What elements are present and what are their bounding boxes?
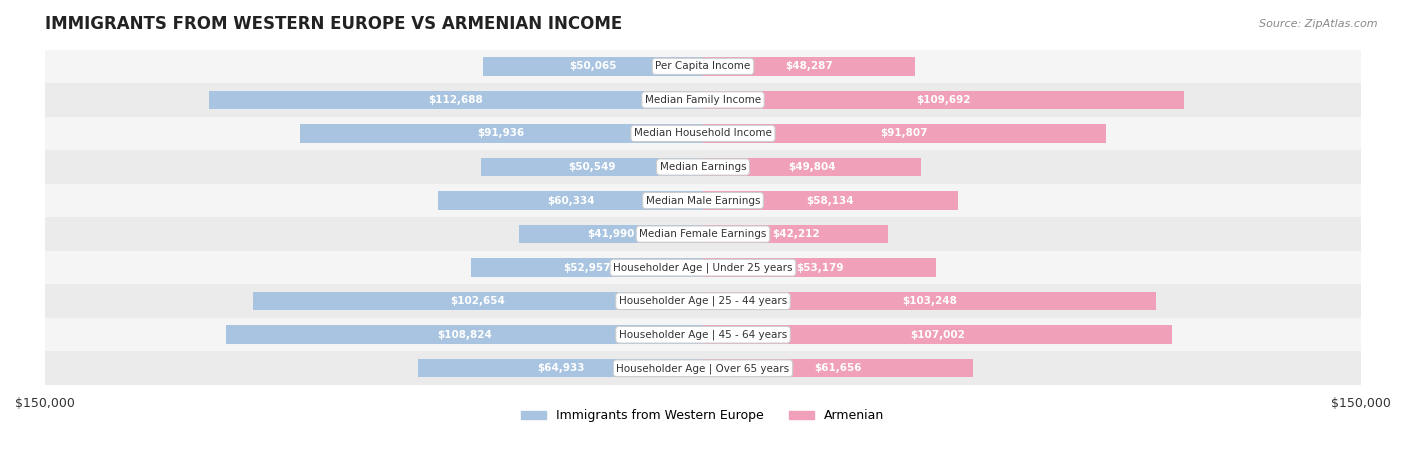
Bar: [45, 318, 1361, 352]
Bar: [703, 124, 1105, 143]
Text: Median Household Income: Median Household Income: [634, 128, 772, 138]
Text: $91,936: $91,936: [478, 128, 524, 138]
Text: Householder Age | Under 25 years: Householder Age | Under 25 years: [613, 262, 793, 273]
Text: $91,807: $91,807: [880, 128, 928, 138]
Bar: [45, 50, 1361, 83]
Text: $103,248: $103,248: [903, 296, 957, 306]
Text: Median Earnings: Median Earnings: [659, 162, 747, 172]
Bar: [45, 117, 1361, 150]
Bar: [253, 292, 703, 311]
Text: $49,804: $49,804: [789, 162, 837, 172]
Bar: [703, 57, 915, 76]
Bar: [45, 150, 1361, 184]
Bar: [703, 225, 889, 243]
Text: Householder Age | 25 - 44 years: Householder Age | 25 - 44 years: [619, 296, 787, 306]
Bar: [519, 225, 703, 243]
Bar: [418, 359, 703, 377]
Bar: [471, 258, 703, 277]
Text: $41,990: $41,990: [588, 229, 634, 239]
Text: $102,654: $102,654: [450, 296, 505, 306]
Bar: [439, 191, 703, 210]
Text: Householder Age | 45 - 64 years: Householder Age | 45 - 64 years: [619, 330, 787, 340]
Bar: [45, 284, 1361, 318]
Bar: [703, 91, 1184, 109]
Text: Median Female Earnings: Median Female Earnings: [640, 229, 766, 239]
Bar: [484, 57, 703, 76]
Bar: [45, 184, 1361, 217]
Bar: [225, 325, 703, 344]
Text: $112,688: $112,688: [429, 95, 484, 105]
Text: $53,179: $53,179: [796, 262, 844, 273]
Legend: Immigrants from Western Europe, Armenian: Immigrants from Western Europe, Armenian: [516, 404, 890, 427]
Bar: [45, 251, 1361, 284]
Text: $108,824: $108,824: [437, 330, 492, 340]
Text: Householder Age | Over 65 years: Householder Age | Over 65 years: [616, 363, 790, 374]
Text: $50,065: $50,065: [569, 61, 617, 71]
Text: Per Capita Income: Per Capita Income: [655, 61, 751, 71]
Text: $107,002: $107,002: [910, 330, 965, 340]
Bar: [703, 325, 1173, 344]
Bar: [299, 124, 703, 143]
Text: $61,656: $61,656: [814, 363, 862, 373]
Text: Median Male Earnings: Median Male Earnings: [645, 196, 761, 205]
Text: $58,134: $58,134: [807, 196, 855, 205]
Bar: [703, 359, 973, 377]
Text: $109,692: $109,692: [917, 95, 972, 105]
Text: IMMIGRANTS FROM WESTERN EUROPE VS ARMENIAN INCOME: IMMIGRANTS FROM WESTERN EUROPE VS ARMENI…: [45, 15, 623, 33]
Bar: [208, 91, 703, 109]
Bar: [45, 352, 1361, 385]
Bar: [703, 191, 957, 210]
Text: Source: ZipAtlas.com: Source: ZipAtlas.com: [1260, 19, 1378, 28]
Bar: [703, 258, 936, 277]
Text: $48,287: $48,287: [785, 61, 832, 71]
Text: $52,957: $52,957: [562, 262, 610, 273]
Text: Median Family Income: Median Family Income: [645, 95, 761, 105]
Text: $42,212: $42,212: [772, 229, 820, 239]
Text: $64,933: $64,933: [537, 363, 585, 373]
Text: $50,549: $50,549: [568, 162, 616, 172]
Bar: [703, 158, 921, 176]
Bar: [45, 217, 1361, 251]
Text: $60,334: $60,334: [547, 196, 595, 205]
Bar: [481, 158, 703, 176]
Bar: [703, 292, 1156, 311]
Bar: [45, 83, 1361, 117]
